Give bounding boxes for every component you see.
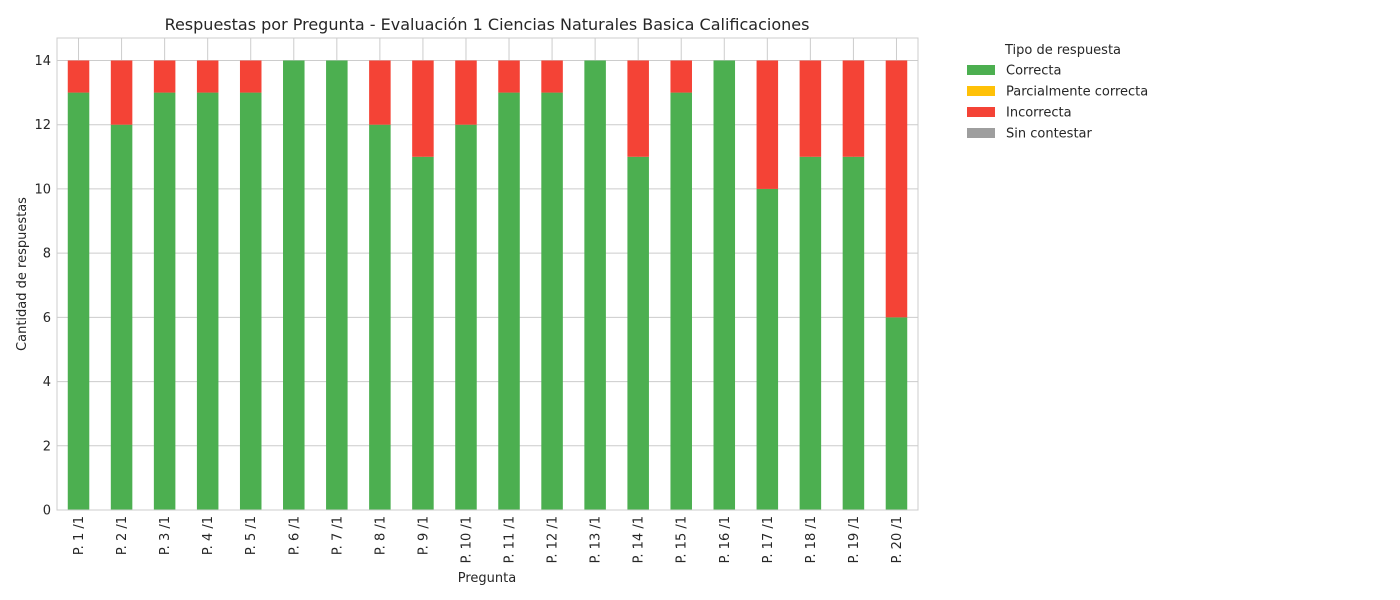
bar-segment xyxy=(239,92,262,511)
x-tick-label: P. 20 /1 xyxy=(890,516,905,563)
y-axis-label: Cantidad de respuestas xyxy=(15,197,30,351)
legend-items: Correcta Parcialmente correcta Incorrecta S… xyxy=(967,64,1148,142)
bar-segment xyxy=(799,156,822,510)
y-tick-labels: 0 2 4 6 8 10 12 14 xyxy=(34,54,51,519)
bar-segment xyxy=(885,60,908,318)
y-tick-label: 2 xyxy=(43,439,51,454)
x-tick-label: P. 7 /1 xyxy=(330,516,345,555)
bar-segment xyxy=(326,60,348,510)
bar-segment xyxy=(498,92,520,511)
bar-segment xyxy=(153,60,176,93)
bar-segment xyxy=(239,60,262,93)
y-tick-label: 12 xyxy=(34,118,51,133)
x-tick-label: P. 16 /1 xyxy=(718,516,733,563)
x-tick-label: P. 14 /1 xyxy=(632,516,647,563)
bars-layer xyxy=(67,60,908,511)
x-tick-label: P. 13 /1 xyxy=(589,516,604,563)
bar-segment xyxy=(110,124,133,510)
bar-segment xyxy=(283,60,305,510)
x-tick-label: P. 12 /1 xyxy=(546,516,561,563)
x-axis-label: Pregunta xyxy=(458,571,516,586)
bar-segment xyxy=(584,60,606,510)
x-tick-labels: P. 1 /1 P. 2 /1 P. 3 /1 P. 4 /1 P. 5 /1 P. 6 … xyxy=(72,516,905,563)
bar-segment xyxy=(455,60,477,125)
bar-segment xyxy=(412,60,434,157)
x-tick-label: P. 10 /1 xyxy=(459,516,474,563)
x-tick-label: P. 4 /1 xyxy=(201,516,216,555)
bar-segment xyxy=(196,92,219,511)
bar-segment xyxy=(153,92,176,511)
x-tick-label: P. 3 /1 xyxy=(158,516,173,555)
x-tick-label: P. 9 /1 xyxy=(416,516,431,555)
bar-segment xyxy=(498,60,520,93)
bar-segment xyxy=(541,92,563,511)
y-tick-label: 10 xyxy=(34,182,51,197)
bar-segment xyxy=(713,60,736,510)
bar-segment xyxy=(627,60,649,157)
bar-segment xyxy=(842,60,865,157)
x-tick-label: P. 1 /1 xyxy=(72,516,87,555)
grid-layer xyxy=(57,38,918,511)
y-tick-label: 0 xyxy=(43,504,51,519)
legend-entry-label: Parcialmente correcta xyxy=(1006,85,1148,100)
bar-segment xyxy=(369,60,391,125)
bar-segment xyxy=(670,92,692,511)
bar-segment xyxy=(110,60,133,125)
x-tick-label: P. 19 /1 xyxy=(847,516,862,563)
bar-segment xyxy=(885,317,908,510)
y-tick-label: 14 xyxy=(34,54,51,69)
y-tick-label: 6 xyxy=(43,311,51,326)
x-tick-label: P. 5 /1 xyxy=(244,516,259,555)
x-tick-label: P. 11 /1 xyxy=(503,516,518,563)
legend-swatch xyxy=(967,86,995,96)
plot-frame xyxy=(56,37,919,511)
bar-segment xyxy=(670,60,692,93)
bar-segment xyxy=(412,156,434,510)
x-tick-label: P. 15 /1 xyxy=(675,516,690,563)
legend-entry-label: Correcta xyxy=(1006,64,1061,79)
y-tick-label: 8 xyxy=(43,247,51,262)
chart-title: Respuestas por Pregunta - Evaluación 1 C… xyxy=(165,15,810,34)
bar-segment xyxy=(541,60,563,93)
bar-segment xyxy=(799,60,822,157)
bar-segment xyxy=(67,60,90,93)
bar-segment xyxy=(369,124,391,510)
x-tick-label: P. 6 /1 xyxy=(287,516,302,555)
bar-segment xyxy=(842,156,865,510)
y-tick-label: 4 xyxy=(43,375,51,390)
bar-segment xyxy=(455,124,477,510)
legend-entry-label: Incorrecta xyxy=(1006,106,1072,121)
x-tick-label: P. 8 /1 xyxy=(373,516,388,555)
x-tick-label: P. 18 /1 xyxy=(804,516,819,563)
legend: Tipo de respuesta Correcta Parcialmente c… xyxy=(967,43,1148,142)
bar-segment xyxy=(67,92,90,511)
x-tick-label: P. 2 /1 xyxy=(115,516,130,555)
x-tick-label: P. 17 /1 xyxy=(761,516,776,563)
bar-segment xyxy=(756,60,779,189)
legend-entry-label: Sin contestar xyxy=(1006,127,1093,142)
bar-segment xyxy=(196,60,219,93)
legend-swatch xyxy=(967,65,995,75)
bar-segment xyxy=(756,188,779,510)
legend-swatch xyxy=(967,107,995,117)
legend-title: Tipo de respuesta xyxy=(1004,43,1121,58)
bar-segment xyxy=(627,156,649,510)
legend-swatch xyxy=(967,128,995,138)
